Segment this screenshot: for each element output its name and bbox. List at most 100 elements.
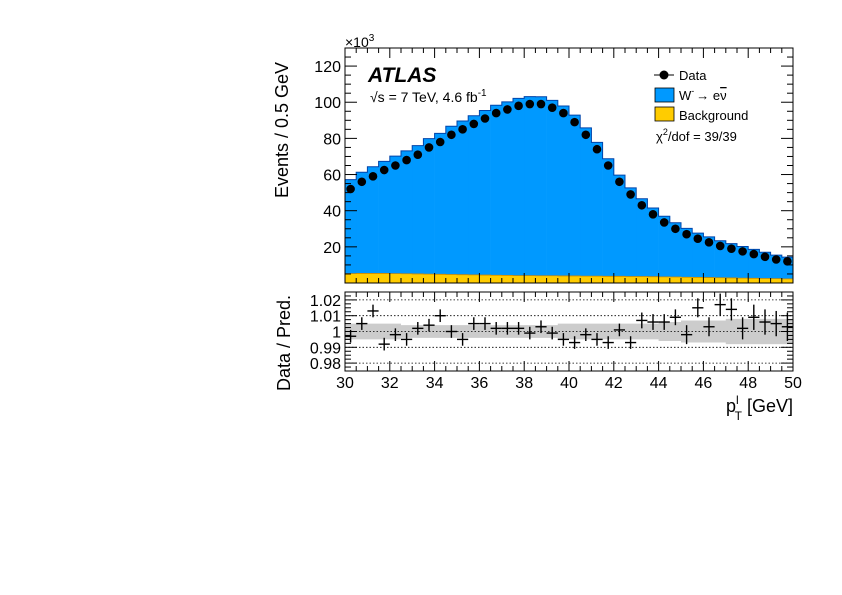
data-point <box>760 252 770 262</box>
background-bar <box>602 276 615 283</box>
ratio-point <box>490 322 502 335</box>
signal-bar <box>692 233 704 278</box>
background-bar <box>468 274 480 283</box>
signal-bar <box>367 166 379 274</box>
background-bar <box>613 276 626 283</box>
signal-bar <box>501 101 514 276</box>
signal-bar <box>513 98 525 276</box>
ratio-point <box>759 309 771 335</box>
background-bar <box>501 275 514 283</box>
background-bar <box>546 275 559 283</box>
data-point <box>693 234 703 244</box>
data-point <box>368 172 378 181</box>
main-histogram <box>344 96 794 283</box>
ratio-point <box>401 333 413 346</box>
ratio-point <box>748 304 760 330</box>
x-tick-label: 38 <box>515 375 533 392</box>
data-point <box>771 255 781 264</box>
signal-bar <box>457 121 469 275</box>
main-y-tick-label: 100 <box>314 95 341 112</box>
background-bar <box>580 276 592 283</box>
signal-bar <box>669 222 682 278</box>
background-bar <box>748 278 760 283</box>
background-bar <box>759 278 771 283</box>
data-point <box>447 130 456 140</box>
ratio-point <box>692 298 704 318</box>
data-point <box>525 99 535 109</box>
x-axis-title: pl T [GeV] <box>726 393 793 423</box>
signal-bar <box>613 175 626 277</box>
data-points <box>346 99 792 266</box>
background-bar <box>356 273 368 283</box>
ratio-point <box>625 336 637 349</box>
y-multiplier-label: ×103 <box>345 33 375 50</box>
stack-outline <box>344 96 793 283</box>
background-bar <box>401 273 413 283</box>
signal-bar <box>759 252 771 279</box>
x-tick-label: 36 <box>471 375 489 392</box>
energy-luminosity-label: √s = 7 TeV, 4.6 fb-1 <box>370 88 487 105</box>
main-y-tick-label: 40 <box>323 204 341 221</box>
ratio-point <box>591 333 603 346</box>
signal-bar <box>468 115 480 275</box>
legend-entry-data: Data <box>654 68 707 83</box>
ratio-point <box>569 336 581 349</box>
data-point <box>346 184 355 194</box>
data-point <box>637 200 647 210</box>
signal-bar <box>725 243 738 278</box>
background-bar <box>457 274 469 283</box>
data-point <box>603 161 613 170</box>
background-bar <box>692 277 704 283</box>
background-bar <box>781 278 794 283</box>
background-bar <box>647 276 659 283</box>
ratio-point <box>457 333 469 346</box>
legend-label-signal: W- → eν <box>679 86 727 103</box>
data-point <box>480 114 490 123</box>
signal-bar <box>703 236 715 278</box>
background-bar <box>445 274 458 283</box>
background-bar <box>479 275 491 283</box>
data-point <box>503 105 512 114</box>
data-point <box>413 150 423 159</box>
signal-bar <box>658 216 671 277</box>
data-point <box>547 103 557 112</box>
background-bar <box>725 277 738 283</box>
background-bar <box>636 276 648 283</box>
data-point <box>592 144 602 154</box>
data-point <box>581 130 591 140</box>
signal-bar <box>535 96 547 276</box>
x-tick-label: 48 <box>739 375 757 392</box>
data-point <box>514 101 523 111</box>
signal-bar <box>356 172 368 274</box>
data-point <box>391 161 400 170</box>
signal-bar <box>401 150 413 274</box>
data-point <box>704 238 714 247</box>
ratio-point <box>669 309 681 326</box>
legend-label-background: Background <box>679 108 748 123</box>
background-bar <box>434 274 447 283</box>
ratio-point <box>636 312 648 329</box>
legend-label-data: Data <box>679 68 707 83</box>
ratio-point <box>658 314 670 330</box>
data-point <box>357 177 367 187</box>
legend-entry-background: Background <box>654 106 748 123</box>
signal-bar <box>625 187 637 277</box>
signal-swatch <box>654 87 675 103</box>
signal-bar <box>770 255 783 279</box>
ratio-point <box>557 333 569 346</box>
data-point <box>626 190 635 199</box>
legend: Data W- → eν Background χ2/dof = 39/39 <box>654 68 748 144</box>
main-y-tick-label: 20 <box>323 240 341 257</box>
ratio-y-axis-title: Data / Pred. <box>274 295 294 391</box>
ratio-point <box>580 328 592 341</box>
signal-bar <box>580 127 592 277</box>
ratio-point <box>479 317 491 330</box>
ratio-point <box>647 314 659 330</box>
x-tick-label: 30 <box>336 375 354 392</box>
main-y-axis-title: Events / 0.5 GeV <box>272 62 292 198</box>
data-point <box>424 143 434 152</box>
signal-bar <box>524 96 536 276</box>
background-bar <box>569 275 581 283</box>
